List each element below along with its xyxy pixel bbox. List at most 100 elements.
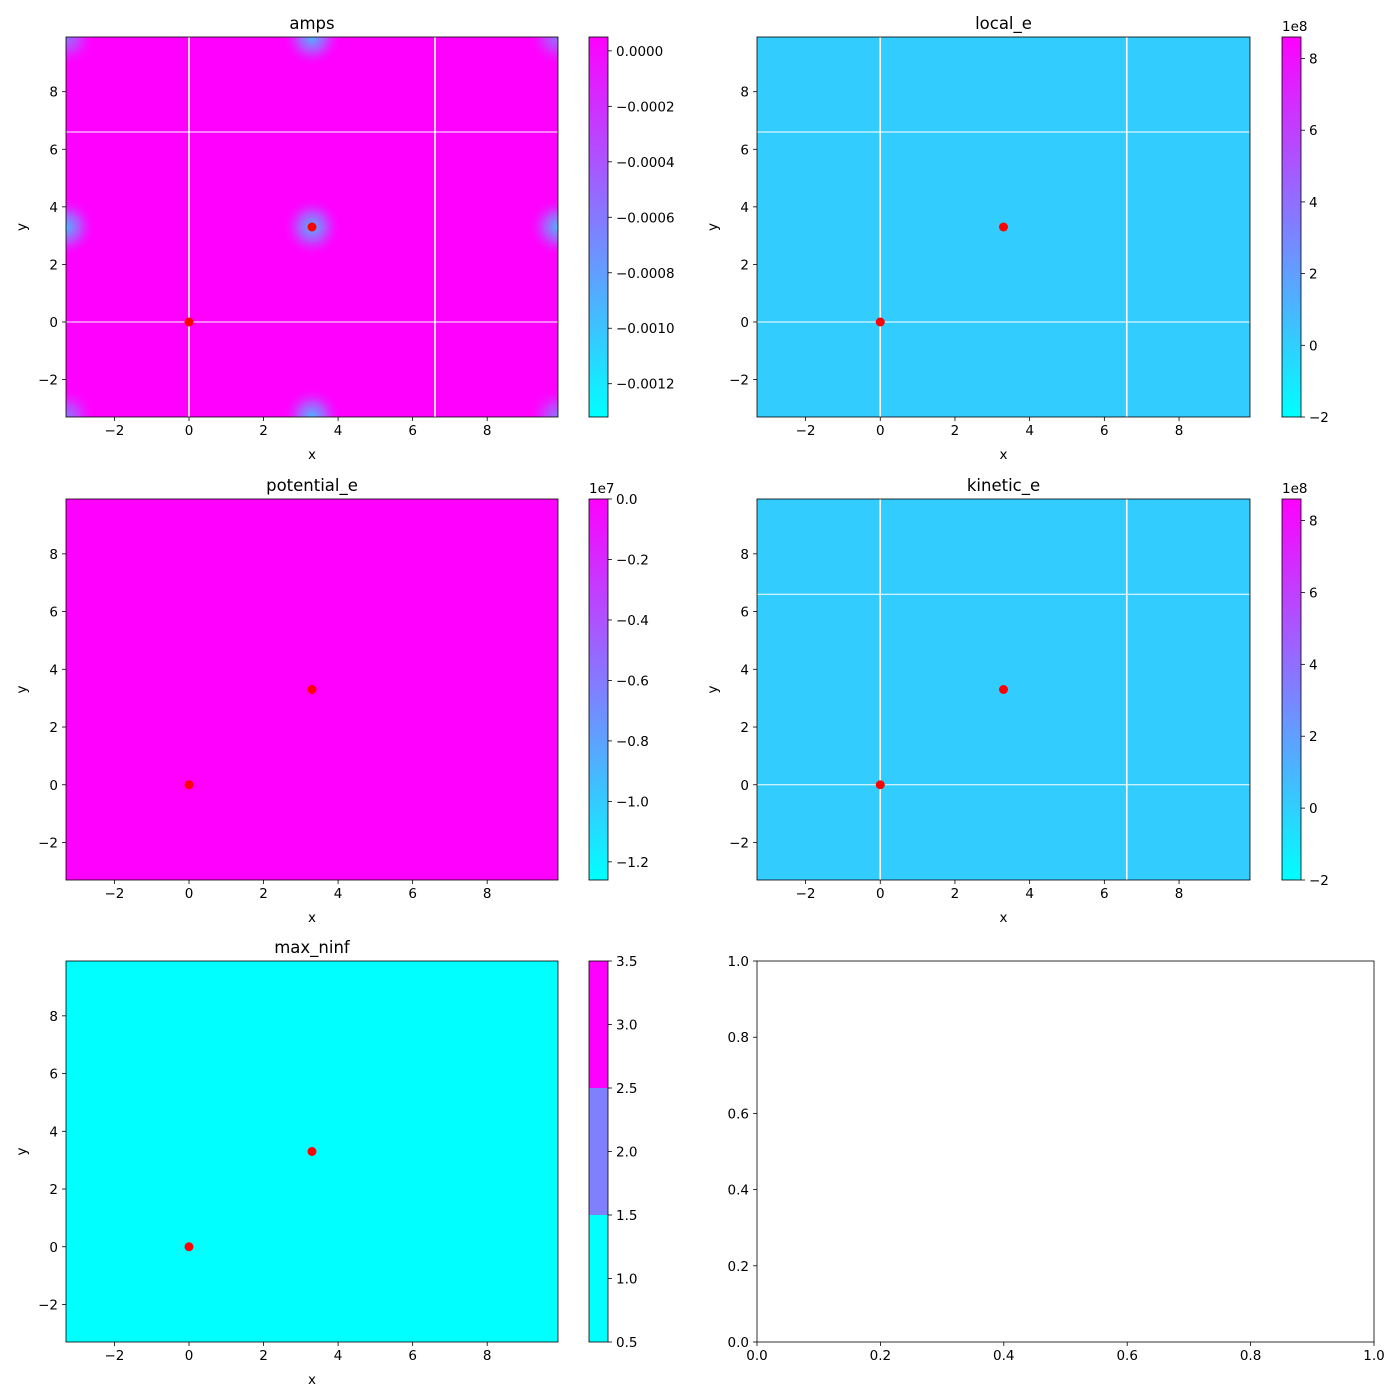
colorbar-tick-label: −0.0002: [616, 99, 675, 115]
y-tick-label: 6: [49, 605, 58, 621]
colorbar-tick-label: −0.8: [616, 734, 649, 750]
x-tick-label: 4: [334, 1348, 343, 1364]
colorbar-tick-label: −0.0004: [616, 155, 675, 171]
x-tick-label: 0: [185, 1348, 194, 1364]
y-tick-label: 6: [740, 605, 749, 621]
x-tick-label: −2: [796, 423, 816, 439]
subplot-potential_e: −2 0 2 4 6 8 −2 0 2 4 6 8 potential_ex y 0.0 −0.2 −0.4 −0…: [14, 476, 649, 926]
x-tick-label: 0: [185, 423, 194, 439]
colorbar-offset-label: 1e8: [1282, 19, 1307, 35]
colorbar-tick-label: 6: [1309, 585, 1318, 601]
x-tick-label: −2: [796, 886, 816, 902]
y-tick-label: −2: [38, 373, 58, 389]
y-tick-label: 0.6: [728, 1106, 749, 1122]
colorbar-frame: [1281, 498, 1302, 881]
colorbar-gradient: [589, 499, 608, 880]
colorbar-tick-label: 8: [1309, 52, 1318, 68]
colorbar-tick-label: −0.0010: [616, 321, 675, 337]
x-tick-label: 4: [334, 886, 343, 902]
subplot-title: local_e: [975, 14, 1032, 34]
x-tick-label: 0.2: [870, 1348, 891, 1364]
amplitude-dip: [282, 387, 342, 417]
x-tick-label: 8: [483, 1348, 492, 1364]
y-tick-label: 8: [49, 547, 58, 563]
x-tick-label: 6: [1100, 886, 1109, 902]
x-tick-label: 0: [876, 423, 885, 439]
y-tick-label: 4: [740, 662, 749, 678]
x-tick-label: 8: [1175, 886, 1184, 902]
y-axis-label: y: [705, 223, 721, 231]
colorbar-tick-label: 8: [1309, 514, 1318, 530]
amplitude-dip: [282, 37, 342, 67]
amplitude-dip: [528, 387, 558, 417]
colorbar-tick-label: 6: [1309, 123, 1318, 139]
colorbar-offset-label: 1e7: [589, 481, 614, 497]
y-tick-label: 8: [740, 85, 749, 101]
atom-point: [875, 317, 885, 327]
y-tick-label: 6: [740, 142, 749, 158]
colorbar-frame: [1281, 36, 1302, 418]
colorbar-tick-label: 2.5: [616, 1081, 637, 1097]
y-tick-label: 0: [740, 778, 749, 794]
atom-point: [184, 317, 194, 327]
x-tick-label: 2: [951, 886, 960, 902]
x-axis-label: x: [308, 1372, 316, 1388]
colorbar-tick-label: −0.0012: [616, 377, 675, 393]
x-tick-label: 8: [1175, 423, 1184, 439]
y-tick-label: 2: [49, 1182, 58, 1198]
y-tick-label: 4: [49, 662, 58, 678]
colorbar-bin: [589, 1215, 608, 1342]
x-tick-label: 2: [259, 1348, 268, 1364]
y-tick-label: 8: [49, 1009, 58, 1025]
colorbar-gradient: [1282, 499, 1301, 880]
y-tick-label: 4: [49, 1124, 58, 1140]
x-tick-label: 2: [951, 423, 960, 439]
subplot-local_e: −2 0 2 4 6 8 −2 0 2 4 6 8 local_ex y 8 6 4 2 0 −2 1e8: [705, 14, 1329, 463]
x-tick-label: 0: [876, 886, 885, 902]
y-tick-label: 8: [49, 85, 58, 101]
y-tick-label: 2: [740, 257, 749, 273]
x-tick-label: 6: [1100, 423, 1109, 439]
x-tick-label: 2: [259, 886, 268, 902]
y-tick-label: 0.0: [728, 1335, 749, 1351]
subplot-kinetic_e: −2 0 2 4 6 8 −2 0 2 4 6 8 kinetic_ex y 8 6 4 2 0 −2 1e8: [705, 476, 1329, 926]
y-tick-label: 0.4: [728, 1183, 749, 1199]
axes-frame: [756, 36, 1251, 418]
colorbar-tick-label: −0.4: [616, 613, 649, 629]
colorbar-tick-label: −2: [1309, 873, 1329, 889]
y-tick-label: −2: [38, 835, 58, 851]
y-tick-label: 1.0: [728, 954, 749, 970]
y-axis-label: y: [14, 1148, 30, 1156]
x-tick-label: 4: [1025, 423, 1034, 439]
x-tick-label: 8: [483, 423, 492, 439]
amplitude-dip: [66, 387, 96, 417]
y-tick-label: 6: [49, 1067, 58, 1083]
x-tick-label: 0.8: [1240, 1348, 1261, 1364]
colorbar-tick-label: 0.0000: [616, 44, 663, 60]
subplot-title: kinetic_e: [967, 476, 1040, 496]
colorbar-tick-label: 2: [1309, 267, 1318, 283]
colorbar-tick-label: 2.0: [616, 1145, 637, 1161]
y-axis-label: y: [14, 686, 30, 694]
x-tick-label: −2: [105, 886, 125, 902]
colorbar-tick-label: 4: [1309, 657, 1318, 673]
atom-point: [307, 685, 317, 694]
x-axis-label: x: [1000, 447, 1008, 463]
atom-point: [184, 1242, 194, 1252]
colorbar-tick-label: 3.0: [616, 1018, 637, 1034]
x-axis-label: x: [308, 910, 316, 926]
atom-point: [184, 780, 194, 790]
y-tick-label: 0: [49, 315, 58, 331]
atom-point: [307, 222, 317, 232]
x-tick-label: 0.6: [1116, 1348, 1137, 1364]
x-tick-label: 8: [483, 886, 492, 902]
y-tick-label: 4: [740, 200, 749, 216]
colorbar: 0.0000 −0.0002 −0.0004 −0.0006 −0.0008 −0.001…: [588, 36, 675, 418]
axes-frame: [65, 960, 559, 1343]
colorbar-tick-label: 0.0: [616, 492, 637, 508]
y-tick-label: 2: [49, 257, 58, 273]
y-tick-label: 2: [740, 720, 749, 736]
subplot-title: max_ninf: [274, 938, 351, 958]
y-axis-label: y: [14, 223, 30, 231]
y-tick-label: 0.2: [728, 1259, 749, 1275]
